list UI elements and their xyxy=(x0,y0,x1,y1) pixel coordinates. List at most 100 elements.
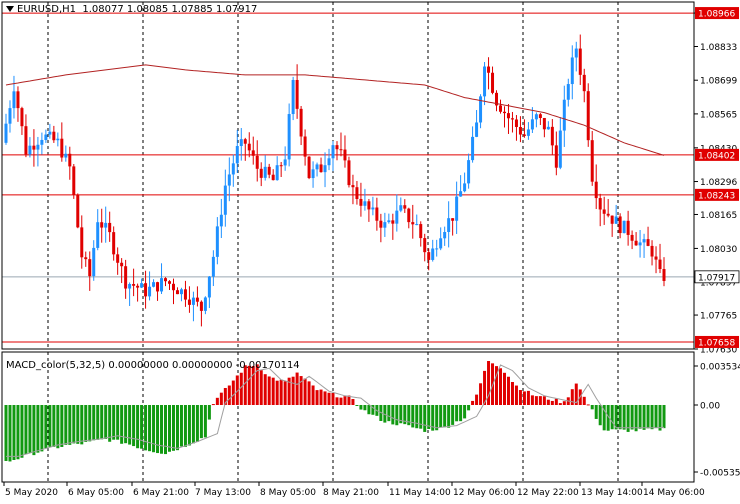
candle-body xyxy=(363,201,367,206)
candle-body xyxy=(239,139,243,147)
macd-bar xyxy=(495,366,499,405)
level-label: 1.08402 xyxy=(698,151,735,161)
macd-bar xyxy=(638,405,642,429)
macd-bar xyxy=(419,405,423,429)
candle-body xyxy=(92,247,96,277)
candle-body xyxy=(487,66,491,73)
candle-body xyxy=(295,79,299,109)
candle-body xyxy=(112,232,116,255)
macd-axis: 0.0035342 0.00 -0.005358 xyxy=(694,363,740,479)
macd-bar xyxy=(550,400,554,405)
candle-body xyxy=(140,283,144,288)
candle-body xyxy=(415,224,419,226)
price-tick-label: 1.08030 xyxy=(700,245,737,255)
candle-body xyxy=(32,145,36,150)
macd-bar xyxy=(447,405,451,428)
macd-bar xyxy=(626,405,630,432)
macd-bar xyxy=(271,377,275,405)
candle-body xyxy=(323,165,327,173)
candle-body xyxy=(642,239,646,243)
macd-bar xyxy=(24,405,28,455)
macd-bar xyxy=(156,405,160,454)
macd-bar xyxy=(646,405,650,429)
candle-body xyxy=(658,259,662,270)
macd-bar xyxy=(347,395,351,405)
macd-bar xyxy=(574,383,578,405)
macd-bar xyxy=(662,405,666,429)
candle-body xyxy=(423,238,427,253)
candle-body xyxy=(203,297,207,311)
macd-bar xyxy=(542,396,546,405)
macd-bar xyxy=(279,379,283,405)
candle-body xyxy=(614,216,618,224)
macd-bar xyxy=(443,405,447,428)
price-pane-border xyxy=(1,1,695,350)
macd-bar xyxy=(387,405,391,422)
candle-body xyxy=(36,144,40,150)
candle-body xyxy=(156,282,160,292)
time-tick-label: 6 May 05:00 xyxy=(68,488,124,498)
macd-bar xyxy=(136,405,140,449)
price-tick-label: 1.08565 xyxy=(700,110,737,120)
candle-body xyxy=(16,91,20,109)
macd-bar xyxy=(371,405,375,415)
candle-body xyxy=(526,129,530,136)
candle-body xyxy=(291,79,295,115)
candle-body xyxy=(594,181,598,199)
price-tick-label: 1.07765 xyxy=(700,312,737,322)
macd-bar xyxy=(475,394,479,405)
candle-body xyxy=(171,283,175,291)
macd-bar xyxy=(562,401,566,405)
macd-bar xyxy=(231,380,235,405)
macd-bar xyxy=(227,385,231,405)
candlesticks xyxy=(4,34,666,327)
level-labels: 1.08966 1.08402 1.08243 1.07658 1.07917 xyxy=(694,7,740,348)
candle-body xyxy=(347,160,351,186)
macd-bar xyxy=(120,405,124,444)
macd-bar xyxy=(144,405,148,451)
candle-body xyxy=(375,207,379,221)
macd-bar xyxy=(506,376,510,405)
macd-bar xyxy=(235,375,239,405)
candle-body xyxy=(195,297,199,302)
level-label: 1.08243 xyxy=(698,191,735,201)
candle-body xyxy=(247,143,251,151)
candle-body xyxy=(128,284,132,289)
macd-bar xyxy=(215,397,219,405)
macd-bar xyxy=(658,405,662,431)
macd-bar xyxy=(483,370,487,405)
candle-body xyxy=(367,201,371,210)
macd-bar xyxy=(16,405,20,460)
macd-bar xyxy=(152,405,156,453)
macd-bar xyxy=(391,405,395,425)
candle-body xyxy=(144,283,148,297)
candle-body xyxy=(447,218,451,233)
candle-body xyxy=(491,72,495,93)
candle-body xyxy=(227,174,231,186)
dropdown-triangle-icon[interactable] xyxy=(6,6,14,12)
macd-bar xyxy=(427,405,431,429)
candle-body xyxy=(267,166,271,175)
candle-body xyxy=(116,254,120,263)
macd-bar xyxy=(128,405,132,445)
macd-bar xyxy=(20,405,24,458)
macd-bar xyxy=(160,405,164,454)
candle-body xyxy=(586,91,590,141)
candle-body xyxy=(538,114,542,118)
candle-body xyxy=(530,119,534,130)
candle-body xyxy=(4,123,8,143)
macd-tick-label: -0.005358 xyxy=(700,469,740,479)
macd-bar xyxy=(203,405,207,438)
macd-bar xyxy=(614,405,618,430)
macd-bar xyxy=(570,389,574,405)
macd-bar xyxy=(459,405,463,422)
candle-body xyxy=(383,222,387,228)
macd-bar xyxy=(171,405,175,451)
macd-bar xyxy=(518,390,522,405)
candle-body xyxy=(76,194,80,228)
macd-bar xyxy=(255,364,259,405)
macd-bar xyxy=(554,398,558,405)
macd-bar xyxy=(586,404,590,406)
